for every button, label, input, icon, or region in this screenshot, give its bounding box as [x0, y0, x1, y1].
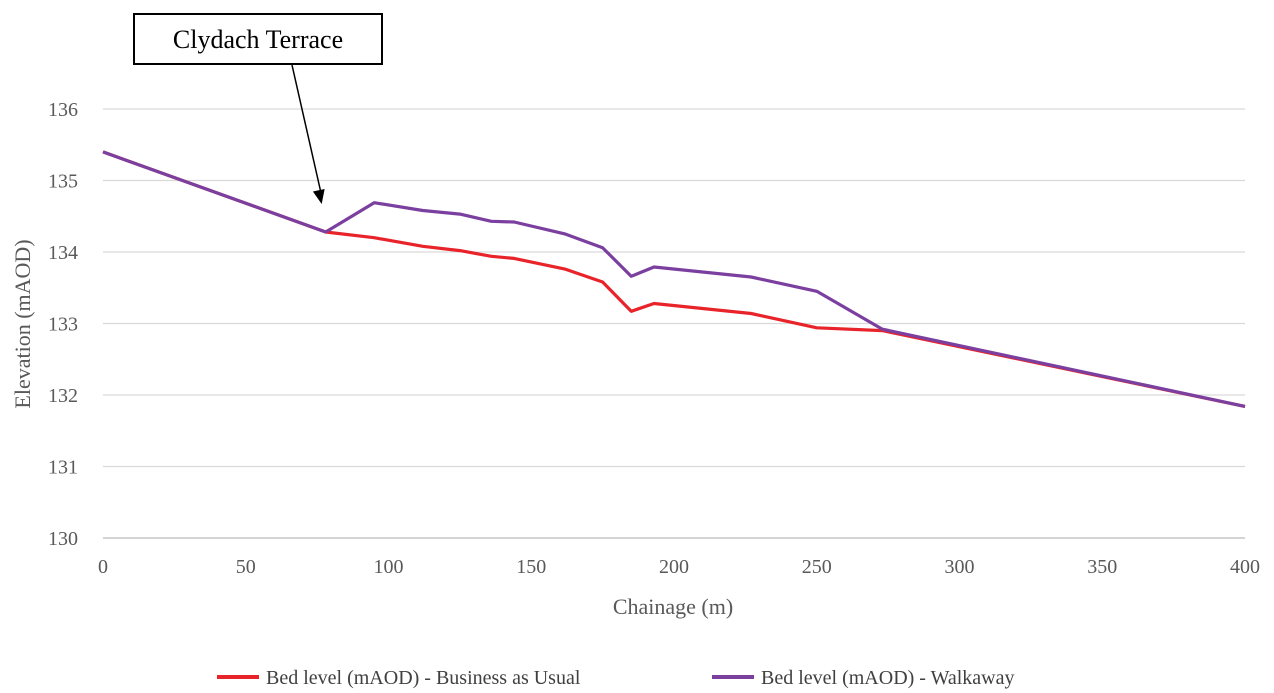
legend-label-walkaway: Bed level (mAOD) - Walkaway [761, 667, 1015, 689]
x-tick-label: 50 [236, 556, 256, 578]
annotation-label: Clydach Terrace [173, 25, 343, 54]
y-tick-label: 135 [48, 171, 78, 193]
annotation: Clydach Terrace [133, 13, 383, 204]
x-tick-label: 300 [945, 556, 975, 578]
x-tick-label: 400 [1230, 556, 1260, 578]
x-tick-label: 150 [516, 556, 546, 578]
legend: Bed level (mAOD) - Business as Usual Bed… [217, 667, 1015, 689]
x-axis-ticks: 0 50 100 150 200 250 300 350 400 [98, 556, 1260, 578]
series-line-business-as-usual [102, 150, 1246, 408]
x-tick-label: 0 [98, 556, 108, 578]
y-axis-ticks: 130 131 132 133 134 135 136 [48, 99, 78, 550]
x-tick-label: 350 [1087, 556, 1117, 578]
annotation-arrow [291, 64, 323, 197]
y-tick-label: 131 [48, 457, 78, 479]
y-tick-label: 130 [48, 528, 78, 550]
y-tick-label: 133 [48, 314, 78, 336]
y-axis-title: Elevation (mAOD) [10, 239, 35, 408]
series-lines [102, 150, 1246, 408]
legend-label-bau: Bed level (mAOD) - Business as Usual [266, 667, 581, 689]
annotation-arrowhead [312, 189, 325, 204]
y-tick-label: 132 [48, 385, 78, 407]
annotation-box [133, 13, 383, 65]
y-tick-label: 136 [48, 99, 78, 121]
gridlines [103, 108, 1245, 539]
x-tick-label: 250 [802, 556, 832, 578]
x-axis-title: Chainage (m) [613, 594, 733, 619]
x-tick-label: 100 [374, 556, 404, 578]
series-line-walkaway [102, 150, 1246, 408]
x-tick-label: 200 [659, 556, 689, 578]
y-tick-label: 134 [48, 242, 78, 264]
